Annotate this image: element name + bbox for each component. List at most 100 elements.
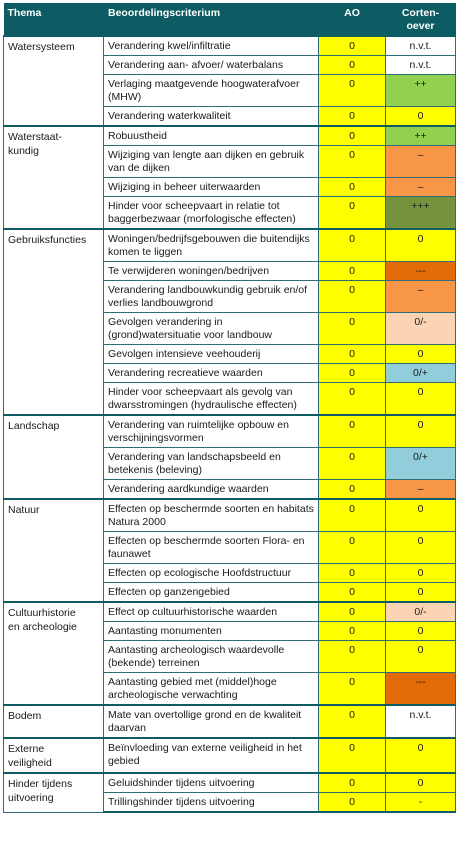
criterium-cell: Hinder voor scheepvaart in relatie tot b… [103,196,319,230]
ao-score-cell: 0 [318,479,386,500]
thema-cell: Natuur [3,498,104,603]
ao-score-cell: 0 [318,145,386,178]
assessment-table-container: Thema Beoordelingscriterium AO Corten- o… [3,3,456,813]
thema-cell: Landschap [3,414,104,500]
table-row: Verandering recreatieve waarden 0 0/+ [4,363,456,383]
header-criterium: Beoordelingscriterium [103,3,319,36]
ao-score-cell: 0 [318,563,386,583]
cortenoever-score-cell: 0 [385,344,456,364]
table-row: Hinder tijdens uitvoering Geluidshinder t… [3,772,456,813]
ao-score-cell: 0 [318,601,386,622]
thema-cell: Cultuurhistorie en archeologie [3,601,104,706]
criterium-cell: Verlaging maatgevende hoogwaterafvoer (M… [103,74,319,107]
ao-score-cell: 0 [318,447,386,480]
ao-score-cell: 0 [318,55,386,75]
ao-score-cell: 0 [318,704,386,739]
criterium-cell: Geluidshinder tijdens uitvoering [103,772,319,793]
cortenoever-score-cell: 0 [385,498,456,532]
criterium-cell: Verandering recreatieve waarden [103,363,319,383]
cortenoever-score-cell: +++ [385,196,456,230]
table-body: Watersysteem Verandering kwel/infiltratie… [3,35,456,813]
cortenoever-score-cell: 0 [385,772,456,793]
ao-score-cell: 0 [318,640,386,673]
ao-score-cell: 0 [318,363,386,383]
criterium-cell: Verandering van ruimtelijke opbouw en ve… [103,414,319,448]
ao-score-cell: 0 [318,35,386,56]
ao-score-cell: 0 [318,672,386,706]
ao-score-cell: 0 [318,772,386,793]
criterium-cell: Te verwijderen woningen/bedrijven [103,261,319,281]
table-row: Bodem Mate van overtollige grond en de kw… [3,704,456,739]
table-row: Verlaging maatgevende hoogwaterafvoer (M… [4,74,456,107]
table-row: Watersysteem Verandering kwel/infiltratie… [3,35,456,127]
cortenoever-score-cell: 0 [385,382,456,416]
criterium-cell: Wijziging in beheer uiterwaarden [103,177,319,197]
cortenoever-score-cell: 0/- [385,601,456,622]
table-row: Aantasting archeologisch waardevolle (be… [4,640,456,673]
cortenoever-score-cell: – [385,479,456,500]
ao-score-cell: 0 [318,228,386,262]
ao-score-cell: 0 [318,177,386,197]
cortenoever-score-cell: ++ [385,74,456,107]
ao-score-cell: 0 [318,382,386,416]
cortenoever-score-cell: 0 [385,737,456,774]
criterium-cell: Verandering waterkwaliteit [103,106,319,127]
cortenoever-score-cell: 0 [385,414,456,448]
table-row: Verandering aardkundige waarden 0– [4,479,456,500]
ao-score-cell: 0 [318,414,386,448]
table-row: Trillingshinder tijdens uitvoering 0- [4,792,456,813]
criterium-cell: Aantasting monumenten [103,621,319,641]
ao-score-cell: 0 [318,498,386,532]
table-header-row: Thema Beoordelingscriterium AO Corten- o… [3,3,456,36]
thema-cell: Hinder tijdens uitvoering [3,772,104,813]
criterium-cell: Mate van overtollige grond en de kwalite… [103,704,319,739]
ao-score-cell: 0 [318,196,386,230]
criterium-cell: Effecten op ganzengebied [103,582,319,603]
cortenoever-score-cell: --- [385,261,456,281]
ao-score-cell: 0 [318,125,386,146]
criterium-cell: Wijziging van lengte aan dijken en gebru… [103,145,319,178]
criterium-cell: Verandering aardkundige waarden [103,479,319,500]
cortenoever-score-cell: 0 [385,582,456,603]
cortenoever-score-cell: – [385,280,456,313]
thema-cell: Externe veiligheid [3,737,104,774]
criterium-cell: Hinder voor scheepvaart als gevolg van d… [103,382,319,416]
cortenoever-score-cell: – [385,145,456,178]
table-row: Effecten op ecologische Hoofdstructuur 0 0 [4,563,456,583]
criterium-cell: Verandering landbouwkundig gebruik en/of… [103,280,319,313]
table-row: Hinder voor scheepvaart als gevolg van d… [4,382,456,416]
criterium-cell: Trillingshinder tijdens uitvoering [103,792,319,813]
thema-cell: Gebruiksfuncties [3,228,104,416]
criterium-cell: Gevolgen verandering in (grond)watersitu… [103,312,319,345]
cortenoever-score-cell: n.v.t. [385,704,456,739]
table-row: Effecten op beschermde soorten Flora- en… [4,531,456,564]
criterium-cell: Gevolgen intensieve veehouderij [103,344,319,364]
table-row: Cultuurhistorie en archeologie Effect op … [3,601,456,706]
table-row: Effecten op ganzengebied 0 0 [4,582,456,603]
criterium-cell: Verandering kwel/infiltratie [103,35,319,56]
criterium-cell: Aantasting gebied met (middel)hoge arche… [103,672,319,706]
criterium-cell: Effecten op beschermde soorten en habita… [103,498,319,532]
table-row: Gevolgen verandering in (grond)watersitu… [4,312,456,345]
ao-score-cell: 0 [318,344,386,364]
table-row: Gevolgen intensieve veehouderij 0 0 [4,344,456,364]
table-row: Natuur Effecten op beschermde soorten en … [3,498,456,603]
cortenoever-score-cell: ++ [385,125,456,146]
ao-score-cell: 0 [318,531,386,564]
cortenoever-score-cell: 0 [385,228,456,262]
cortenoever-score-cell: 0 [385,531,456,564]
criterium-cell: Beïnvloeding van externe veiligheid in h… [103,737,319,774]
ao-score-cell: 0 [318,312,386,345]
table-row: Verandering van landschapsbeeld en betek… [4,447,456,480]
assessment-table: Thema Beoordelingscriterium AO Corten- o… [3,3,456,813]
ao-score-cell: 0 [318,280,386,313]
criterium-cell: Verandering aan- afvoer/ waterbalans [103,55,319,75]
cortenoever-score-cell: --- [385,672,456,706]
ao-score-cell: 0 [318,261,386,281]
cortenoever-score-cell: 0/- [385,312,456,345]
table-row: Gebruiksfuncties Woningen/bedrijfsgebouwe… [3,228,456,416]
ao-score-cell: 0 [318,106,386,127]
criterium-cell: Woningen/bedrijfsgebouwen die buitendijk… [103,228,319,262]
header-ao: AO [318,3,386,36]
ao-score-cell: 0 [318,582,386,603]
